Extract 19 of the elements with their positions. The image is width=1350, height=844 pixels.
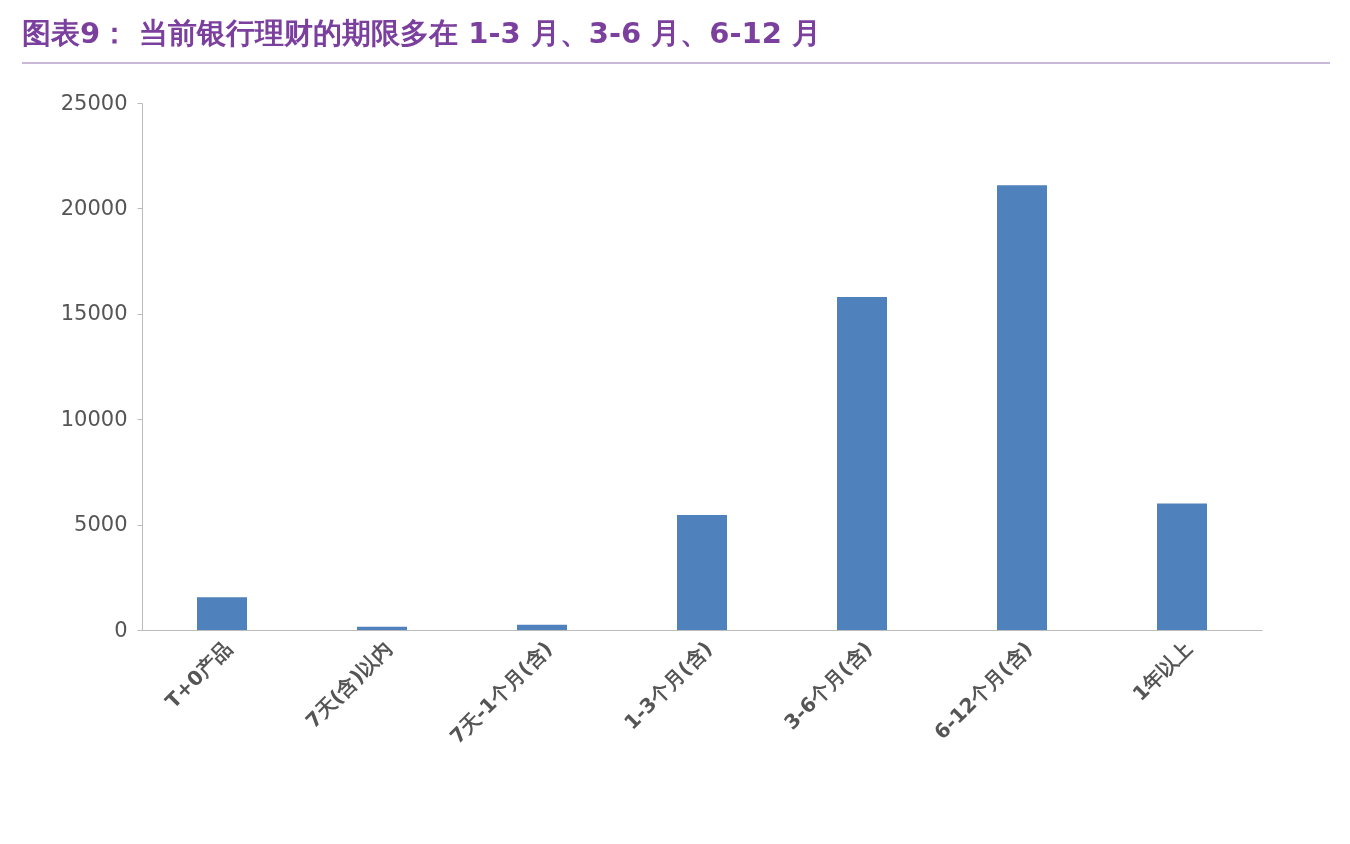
y-tick-label: 10000 [60,406,128,431]
y-tick-label: 25000 [60,90,128,115]
chart-title: 图表9： 当前银行理财的期限多在 1-3 月、3-6 月、6-12 月 [22,14,1330,64]
bar [1157,503,1207,630]
bar [517,624,567,630]
x-tick-label: 7天(含)以内 [300,636,397,733]
y-tick-label: 5000 [74,512,128,537]
bar [357,626,407,630]
x-tick-label: 3-6个月(含) [778,636,877,735]
x-tick-label: 1-3个月(含) [618,636,717,735]
bar [677,515,727,630]
x-tick-label: 1年以上 [1127,636,1197,706]
bar [197,597,247,630]
y-tick-label: 20000 [60,195,128,220]
x-tick-label: 7天-1个月(含) [444,636,557,749]
bar [997,185,1047,630]
y-tick-label: 0 [114,617,128,642]
bar [837,296,887,630]
y-tick-label: 15000 [60,301,128,326]
